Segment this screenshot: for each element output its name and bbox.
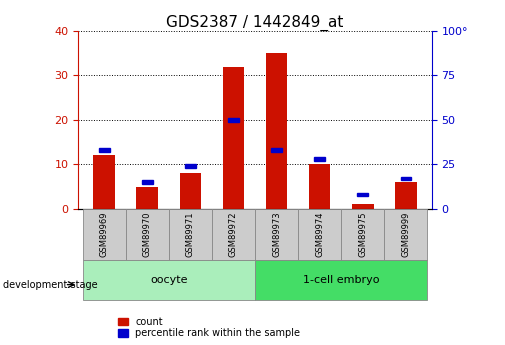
Bar: [266, 53, 287, 209]
Bar: [212, 209, 255, 260]
Bar: [185, 164, 196, 168]
Text: GSM89975: GSM89975: [359, 212, 367, 257]
Bar: [223, 67, 244, 209]
Bar: [341, 209, 384, 260]
Bar: [142, 180, 153, 184]
Bar: [169, 209, 212, 260]
Bar: [352, 204, 374, 209]
Text: GSM89971: GSM89971: [186, 212, 195, 257]
Bar: [228, 118, 239, 122]
Text: development stage: development stage: [3, 280, 97, 289]
Bar: [314, 157, 325, 161]
Bar: [83, 209, 126, 260]
Bar: [271, 148, 282, 152]
Bar: [93, 155, 115, 209]
Text: GSM89969: GSM89969: [99, 212, 109, 257]
Text: GSM89973: GSM89973: [272, 212, 281, 257]
Bar: [309, 164, 330, 209]
Bar: [180, 173, 201, 209]
Bar: [358, 193, 368, 196]
Bar: [255, 209, 298, 260]
Text: 1-cell embryo: 1-cell embryo: [303, 275, 379, 285]
Text: GSM89970: GSM89970: [143, 212, 152, 257]
Bar: [83, 260, 255, 300]
Bar: [136, 187, 158, 209]
Bar: [384, 209, 427, 260]
Bar: [395, 182, 417, 209]
Text: GSM89974: GSM89974: [315, 212, 324, 257]
Text: GSM89972: GSM89972: [229, 212, 238, 257]
Legend: count, percentile rank within the sample: count, percentile rank within the sample: [116, 315, 302, 340]
Bar: [99, 148, 110, 152]
Bar: [255, 260, 427, 300]
Text: GSM89999: GSM89999: [401, 212, 411, 257]
Title: GDS2387 / 1442849_at: GDS2387 / 1442849_at: [166, 15, 344, 31]
Bar: [298, 209, 341, 260]
Bar: [126, 209, 169, 260]
Text: oocyte: oocyte: [150, 275, 187, 285]
Bar: [400, 177, 411, 180]
